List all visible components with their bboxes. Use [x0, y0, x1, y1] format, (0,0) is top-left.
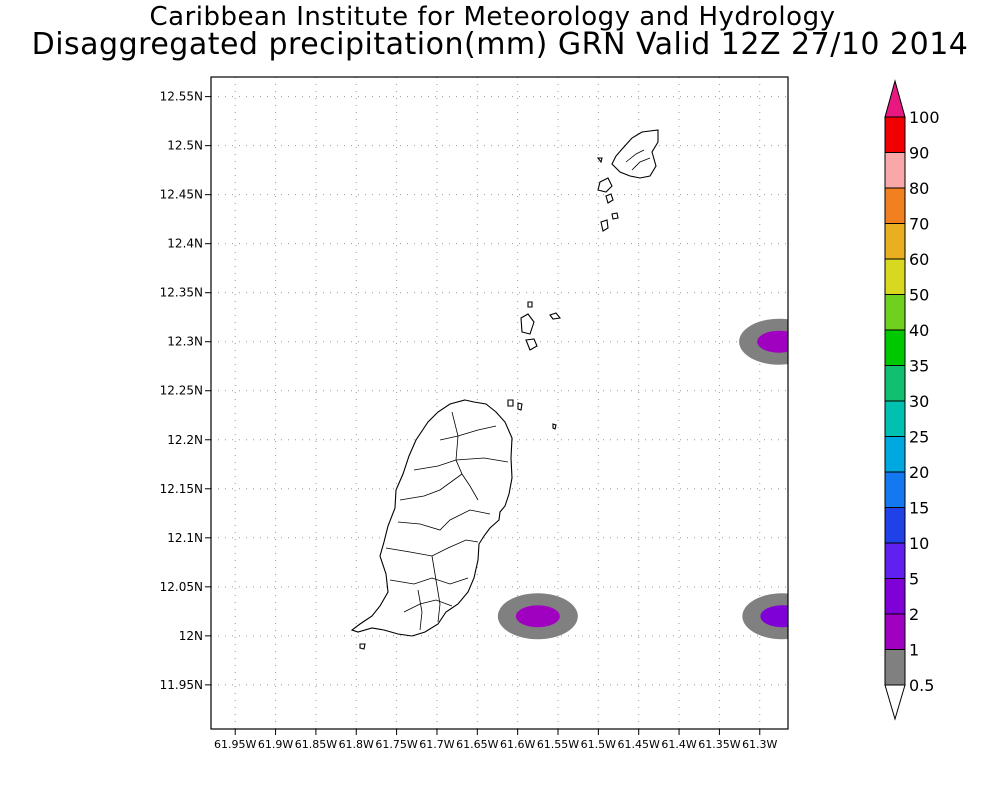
colorbar-label: 100 [909, 108, 940, 127]
colorbar-segment [884, 471, 906, 508]
lat-tick-label: 12.4N [167, 237, 203, 251]
land-layer [350, 129, 659, 650]
lat-tick-label: 12.1N [167, 531, 203, 545]
colorbar-label: 5 [909, 570, 919, 589]
colorbar-segment [884, 649, 906, 686]
map-title-product: Disaggregated precipitation(mm) GRN Vali… [31, 27, 969, 62]
lat-tick-label: 12.35N [160, 286, 203, 300]
lon-tick-label: 61.5W [581, 738, 616, 751]
colorbar-label: 70 [909, 215, 929, 234]
colorbar-segment [884, 152, 906, 189]
map-grid [211, 77, 788, 729]
colorbar-label: 30 [909, 392, 929, 411]
lat-tick-label: 12.25N [160, 384, 203, 398]
colorbar-label: 35 [909, 357, 929, 376]
islet [359, 643, 366, 650]
colorbar-label: 40 [909, 321, 929, 340]
map-title-institute: Caribbean Institute for Meteorology and … [149, 2, 836, 32]
lat-tick-label: 12.05N [160, 580, 203, 594]
colorbar-segment [884, 329, 906, 366]
petite-martinique-island [597, 177, 613, 193]
lon-tick-label: 61.6W [500, 738, 535, 751]
colorbar-segment [884, 365, 906, 402]
longitude-axis: 61.95W 61.9W 61.85W 61.8W 61.75W 61.7W 61.65W 6… [214, 729, 778, 751]
lon-tick-label: 61.7W [419, 738, 454, 751]
lat-tick-label: 12.15N [160, 482, 203, 496]
colorbar-label: 2 [909, 605, 919, 624]
precip-layer [497, 318, 788, 640]
colorbar-lower-arrow [884, 684, 906, 721]
colorbar-upper-arrow [884, 79, 906, 118]
lon-tick-label: 61.95W [214, 738, 256, 751]
grenada-parishes [385, 411, 509, 631]
lat-tick-label: 12N [179, 629, 203, 643]
colorbar-label: 15 [909, 499, 929, 518]
lon-tick-label: 61.45W [618, 738, 660, 751]
colorbar-segment [884, 187, 906, 224]
islet [600, 219, 609, 232]
lat-tick-label: 12.45N [160, 188, 203, 202]
colorbar-segment [884, 258, 906, 295]
colorbar-label: 10 [909, 534, 929, 553]
colorbar-segment [884, 116, 906, 153]
colorbar-label: 0.5 [909, 676, 934, 695]
colorbar-segment [884, 613, 906, 650]
lon-tick-label: 61.35W [698, 738, 740, 751]
precip-cell-inner [757, 330, 788, 353]
precip-cell-inner [515, 605, 560, 628]
lat-tick-label: 12.5N [167, 139, 203, 153]
lon-tick-label: 61.55W [537, 738, 579, 751]
islet [549, 312, 562, 320]
lon-tick-label: 61.75W [375, 738, 417, 751]
colorbar-segment [884, 223, 906, 260]
colorbar-label: 1 [909, 641, 919, 660]
colorbar-segment [884, 542, 906, 579]
map-frame [210, 76, 789, 730]
islet [517, 402, 523, 411]
islet [552, 423, 557, 430]
lat-tick-label: 11.95N [160, 678, 203, 692]
colorbar-label: 90 [909, 144, 929, 163]
colorbar-label: 60 [909, 250, 929, 269]
colorbar-segment [884, 294, 906, 331]
islet [507, 399, 514, 407]
islet [525, 338, 538, 351]
lon-tick-label: 61.8W [339, 738, 374, 751]
lon-tick-label: 61.4W [661, 738, 696, 751]
lat-tick-label: 12.3N [167, 335, 203, 349]
carriacou-island [611, 129, 659, 179]
colorbar-segment [884, 436, 906, 473]
precip-cell-inner [760, 605, 788, 628]
lon-tick-label: 61.3W [742, 738, 777, 751]
lat-tick-label: 12.55N [160, 90, 203, 104]
colorbar-segment [884, 400, 906, 437]
colorbar-label: 80 [909, 179, 929, 198]
islet [611, 212, 619, 220]
colorbar-segment [884, 507, 906, 544]
lon-tick-label: 61.85W [295, 738, 337, 751]
colorbar-segment [884, 578, 906, 615]
islet [596, 157, 603, 164]
islet [527, 301, 533, 308]
islet [520, 313, 535, 335]
islet [605, 193, 614, 204]
lon-tick-label: 61.9W [258, 738, 293, 751]
lat-tick-label: 12.2N [167, 433, 203, 447]
colorbar-label: 25 [909, 428, 929, 447]
colorbar-label: 50 [909, 286, 929, 305]
latitude-axis: 12.55N 12.5N 12.45N 12.4N 12.35N 12.3N 12.25N 1… [160, 90, 211, 692]
colorbar-label: 20 [909, 463, 929, 482]
lon-tick-label: 61.65W [456, 738, 498, 751]
